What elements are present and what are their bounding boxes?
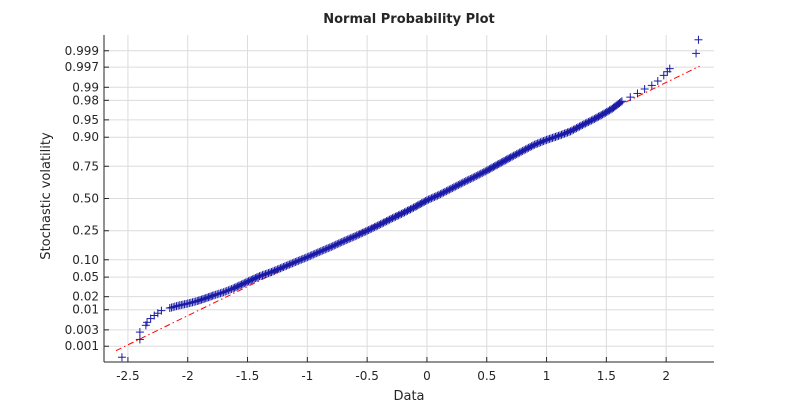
y-tick-label: 0.02 bbox=[72, 290, 99, 304]
data-point bbox=[587, 116, 596, 125]
data-point bbox=[616, 98, 625, 107]
data-point bbox=[431, 192, 440, 201]
x-tick-label: 2 bbox=[662, 369, 670, 383]
data-point bbox=[222, 286, 231, 295]
data-point bbox=[218, 288, 227, 297]
data-point bbox=[659, 71, 668, 80]
data-point bbox=[551, 132, 560, 141]
data-point bbox=[143, 318, 152, 327]
data-point bbox=[157, 306, 166, 315]
data-point bbox=[288, 259, 297, 268]
y-tick-label: 0.95 bbox=[72, 113, 99, 127]
data-point bbox=[467, 174, 476, 183]
data-point bbox=[211, 290, 220, 299]
data-point bbox=[597, 111, 606, 120]
data-point bbox=[692, 49, 701, 58]
data-point bbox=[135, 328, 144, 337]
y-tick-label: 0.25 bbox=[72, 224, 99, 238]
data-point bbox=[504, 154, 513, 163]
data-point bbox=[626, 93, 635, 102]
data-point bbox=[640, 85, 649, 94]
data-point bbox=[213, 290, 222, 299]
data-point bbox=[117, 353, 126, 362]
data-point bbox=[360, 228, 369, 237]
data-point bbox=[348, 233, 357, 242]
data-point bbox=[653, 77, 662, 86]
data-point bbox=[312, 249, 321, 258]
data-point bbox=[407, 204, 416, 213]
data-point bbox=[515, 148, 524, 157]
data-point bbox=[336, 238, 345, 247]
x-tick-label: -0.5 bbox=[355, 369, 378, 383]
grid bbox=[104, 35, 714, 362]
data-point bbox=[563, 128, 572, 137]
x-tick-label: -2.5 bbox=[116, 369, 139, 383]
data-points bbox=[117, 35, 703, 362]
data-point bbox=[455, 180, 464, 189]
x-axis-label: Data bbox=[393, 389, 424, 404]
data-point bbox=[182, 299, 191, 308]
y-tick-label: 0.99 bbox=[72, 80, 99, 94]
data-point bbox=[225, 285, 234, 294]
data-point bbox=[264, 269, 273, 278]
data-point bbox=[219, 288, 228, 297]
y-tick-label: 0.75 bbox=[72, 159, 99, 173]
y-tick-label: 0.98 bbox=[72, 93, 99, 107]
x-tick-label: 1 bbox=[543, 369, 551, 383]
data-point bbox=[372, 222, 381, 231]
x-tick-label: 1.5 bbox=[597, 369, 616, 383]
data-point bbox=[443, 186, 452, 195]
data-point bbox=[479, 168, 488, 177]
data-point bbox=[224, 286, 233, 295]
axes: -2.5 -2 -1.5 -1 -0.5 0 0.5 1 1.5 20.0010.0030.010… bbox=[65, 35, 714, 383]
data-point bbox=[300, 254, 309, 263]
x-tick-label: -2 bbox=[182, 369, 194, 383]
y-tick-label: 0.05 bbox=[72, 270, 99, 284]
x-tick-label: 0 bbox=[423, 369, 431, 383]
data-point bbox=[216, 289, 225, 298]
data-point bbox=[694, 35, 703, 44]
y-tick-label: 0.003 bbox=[65, 323, 99, 337]
data-point bbox=[527, 142, 536, 151]
y-tick-label: 0.997 bbox=[65, 60, 99, 74]
y-tick-label: 0.10 bbox=[72, 253, 99, 267]
data-point bbox=[665, 64, 674, 73]
data-point bbox=[384, 216, 393, 225]
x-tick-label: -1 bbox=[301, 369, 313, 383]
x-tick-label: -1.5 bbox=[236, 369, 259, 383]
data-point bbox=[276, 264, 285, 273]
y-tick-label: 0.01 bbox=[72, 303, 99, 317]
y-tick-label: 0.50 bbox=[72, 192, 99, 206]
data-point bbox=[214, 289, 223, 298]
y-tick-label: 0.999 bbox=[65, 44, 99, 58]
data-point bbox=[539, 137, 548, 146]
y-tick-label: 0.90 bbox=[72, 130, 99, 144]
data-point bbox=[172, 302, 181, 311]
data-point bbox=[324, 244, 333, 253]
data-point bbox=[396, 210, 405, 219]
data-point bbox=[575, 122, 584, 131]
y-tick-label: 0.001 bbox=[65, 339, 99, 353]
data-point bbox=[647, 81, 656, 90]
data-point bbox=[243, 277, 252, 286]
data-point bbox=[252, 273, 261, 282]
data-point bbox=[420, 197, 429, 206]
y-axis-label: Stochastic volatility bbox=[39, 132, 54, 260]
x-tick-label: 0.5 bbox=[477, 369, 496, 383]
data-point bbox=[221, 287, 230, 296]
data-point bbox=[135, 335, 144, 344]
chart-title: Normal Probability Plot bbox=[323, 12, 495, 27]
data-point bbox=[234, 281, 243, 290]
data-point bbox=[633, 89, 642, 98]
data-point bbox=[615, 99, 624, 108]
